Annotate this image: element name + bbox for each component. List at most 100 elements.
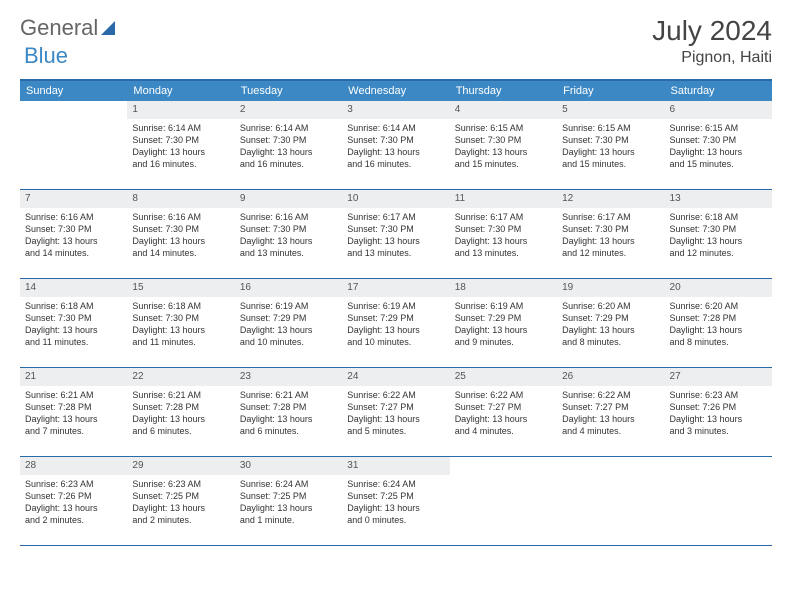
day-details: Sunrise: 6:17 AMSunset: 7:30 PMDaylight:… bbox=[450, 210, 557, 264]
daylight-line1: Daylight: 13 hours bbox=[670, 324, 767, 336]
sunrise-text: Sunrise: 6:20 AM bbox=[670, 300, 767, 312]
calendar-day: 22Sunrise: 6:21 AMSunset: 7:28 PMDayligh… bbox=[127, 368, 234, 456]
sunrise-text: Sunrise: 6:19 AM bbox=[347, 300, 444, 312]
calendar-day: 17Sunrise: 6:19 AMSunset: 7:29 PMDayligh… bbox=[342, 279, 449, 367]
daylight-line1: Daylight: 13 hours bbox=[25, 235, 122, 247]
calendar-day bbox=[557, 457, 664, 545]
day-number: 18 bbox=[450, 279, 557, 297]
sunrise-text: Sunrise: 6:17 AM bbox=[455, 211, 552, 223]
day-number: 2 bbox=[235, 101, 342, 119]
daylight-line1: Daylight: 13 hours bbox=[455, 413, 552, 425]
sunrise-text: Sunrise: 6:22 AM bbox=[455, 389, 552, 401]
calendar-day: 31Sunrise: 6:24 AMSunset: 7:25 PMDayligh… bbox=[342, 457, 449, 545]
daylight-line2: and 2 minutes. bbox=[25, 514, 122, 526]
daylight-line2: and 11 minutes. bbox=[132, 336, 229, 348]
title-block: July 2024 Pignon, Haiti bbox=[652, 15, 772, 67]
sunset-text: Sunset: 7:30 PM bbox=[132, 134, 229, 146]
sunset-text: Sunset: 7:25 PM bbox=[347, 490, 444, 502]
day-details: Sunrise: 6:24 AMSunset: 7:25 PMDaylight:… bbox=[235, 477, 342, 531]
day-details: Sunrise: 6:18 AMSunset: 7:30 PMDaylight:… bbox=[20, 299, 127, 353]
calendar-day: 16Sunrise: 6:19 AMSunset: 7:29 PMDayligh… bbox=[235, 279, 342, 367]
daylight-line2: and 4 minutes. bbox=[455, 425, 552, 437]
day-details: Sunrise: 6:18 AMSunset: 7:30 PMDaylight:… bbox=[665, 210, 772, 264]
day-header-wed: Wednesday bbox=[342, 81, 449, 101]
calendar-day bbox=[665, 457, 772, 545]
sunrise-text: Sunrise: 6:15 AM bbox=[562, 122, 659, 134]
calendar-day: 21 Sunrise: 6:21 AMSunset: 7:28 PMDayligh… bbox=[20, 368, 127, 456]
day-details: Sunrise: 6:14 AMSunset: 7:30 PMDaylight:… bbox=[235, 121, 342, 175]
day-details: Sunrise: 6:19 AMSunset: 7:29 PMDaylight:… bbox=[450, 299, 557, 353]
day-number: 13 bbox=[665, 190, 772, 208]
day-details: Sunrise: 6:22 AMSunset: 7:27 PMDaylight:… bbox=[342, 388, 449, 442]
daylight-line2: and 14 minutes. bbox=[132, 247, 229, 259]
day-number: 31 bbox=[342, 457, 449, 475]
calendar-day bbox=[450, 457, 557, 545]
day-number: 23 bbox=[235, 368, 342, 386]
sunrise-text: Sunrise: 6:23 AM bbox=[132, 478, 229, 490]
daylight-line2: and 15 minutes. bbox=[670, 158, 767, 170]
daylight-line1: Daylight: 13 hours bbox=[132, 235, 229, 247]
daylight-line1: Daylight: 13 hours bbox=[347, 413, 444, 425]
sunset-text: Sunset: 7:28 PM bbox=[670, 312, 767, 324]
daylight-line2: and 11 minutes. bbox=[25, 336, 122, 348]
calendar-day: 9Sunrise: 6:16 AMSunset: 7:30 PMDaylight… bbox=[235, 190, 342, 278]
sunrise-text: Sunrise: 6:16 AM bbox=[25, 211, 122, 223]
sunset-text: Sunset: 7:30 PM bbox=[455, 134, 552, 146]
daylight-line2: and 16 minutes. bbox=[132, 158, 229, 170]
day-header-tue: Tuesday bbox=[235, 81, 342, 101]
sunrise-text: Sunrise: 6:21 AM bbox=[132, 389, 229, 401]
day-number: 12 bbox=[557, 190, 664, 208]
brand-logo: General bbox=[20, 15, 115, 41]
sunset-text: Sunset: 7:29 PM bbox=[347, 312, 444, 324]
brand-triangle-icon bbox=[101, 21, 115, 35]
daylight-line1: Daylight: 13 hours bbox=[347, 502, 444, 514]
daylight-line2: and 8 minutes. bbox=[562, 336, 659, 348]
calendar-week: 7Sunrise: 6:16 AMSunset: 7:30 PMDaylight… bbox=[20, 190, 772, 279]
day-details: Sunrise: 6:21 AMSunset: 7:28 PMDaylight:… bbox=[235, 388, 342, 442]
daylight-line2: and 12 minutes. bbox=[670, 247, 767, 259]
daylight-line1: Daylight: 13 hours bbox=[562, 146, 659, 158]
calendar-day: 15 Sunrise: 6:18 AMSunset: 7:30 PMDayligh… bbox=[127, 279, 234, 367]
daylight-line2: and 16 minutes. bbox=[240, 158, 337, 170]
sunrise-text: Sunrise: 6:14 AM bbox=[347, 122, 444, 134]
daylight-line1: Daylight: 13 hours bbox=[455, 324, 552, 336]
day-number: 21 bbox=[20, 368, 127, 386]
sunset-text: Sunset: 7:30 PM bbox=[347, 134, 444, 146]
day-header-mon: Monday bbox=[127, 81, 234, 101]
daylight-line1: Daylight: 13 hours bbox=[670, 146, 767, 158]
day-details: Sunrise: 6:15 AMSunset: 7:30 PMDaylight:… bbox=[450, 121, 557, 175]
day-details: Sunrise: 6:18 AMSunset: 7:30 PMDaylight:… bbox=[127, 299, 234, 353]
day-number: 3 bbox=[342, 101, 449, 119]
sunset-text: Sunset: 7:30 PM bbox=[455, 223, 552, 235]
sunset-text: Sunset: 7:26 PM bbox=[25, 490, 122, 502]
day-number: 15 bbox=[127, 279, 234, 297]
calendar-day: 1Sunrise: 6:14 AMSunset: 7:30 PMDaylight… bbox=[127, 101, 234, 189]
day-number: 25 bbox=[450, 368, 557, 386]
daylight-line2: and 15 minutes. bbox=[562, 158, 659, 170]
sunrise-text: Sunrise: 6:22 AM bbox=[562, 389, 659, 401]
daylight-line1: Daylight: 13 hours bbox=[240, 502, 337, 514]
daylight-line2: and 12 minutes. bbox=[562, 247, 659, 259]
sunset-text: Sunset: 7:30 PM bbox=[132, 223, 229, 235]
calendar-day: 23 Sunrise: 6:21 AMSunset: 7:28 PMDayligh… bbox=[235, 368, 342, 456]
brand-part1: General bbox=[20, 15, 98, 41]
day-details: Sunrise: 6:15 AMSunset: 7:30 PMDaylight:… bbox=[665, 121, 772, 175]
calendar-day: 27Sunrise: 6:23 AMSunset: 7:26 PMDayligh… bbox=[665, 368, 772, 456]
day-details: Sunrise: 6:21 AMSunset: 7:28 PMDaylight:… bbox=[20, 388, 127, 442]
daylight-line1: Daylight: 13 hours bbox=[347, 235, 444, 247]
calendar-day: 12Sunrise: 6:17 AMSunset: 7:30 PMDayligh… bbox=[557, 190, 664, 278]
daylight-line2: and 13 minutes. bbox=[347, 247, 444, 259]
calendar-day: 13 Sunrise: 6:18 AMSunset: 7:30 PMDayligh… bbox=[665, 190, 772, 278]
day-number: 7 bbox=[20, 190, 127, 208]
sunset-text: Sunset: 7:27 PM bbox=[455, 401, 552, 413]
daylight-line2: and 3 minutes. bbox=[670, 425, 767, 437]
daylight-line1: Daylight: 13 hours bbox=[347, 146, 444, 158]
daylight-line2: and 15 minutes. bbox=[455, 158, 552, 170]
calendar-week: 28Sunrise: 6:23 AMSunset: 7:26 PMDayligh… bbox=[20, 457, 772, 546]
sunrise-text: Sunrise: 6:18 AM bbox=[132, 300, 229, 312]
day-header-thu: Thursday bbox=[450, 81, 557, 101]
sunrise-text: Sunrise: 6:14 AM bbox=[132, 122, 229, 134]
sunrise-text: Sunrise: 6:17 AM bbox=[347, 211, 444, 223]
location-label: Pignon, Haiti bbox=[652, 49, 772, 67]
day-details: Sunrise: 6:14 AMSunset: 7:30 PMDaylight:… bbox=[127, 121, 234, 175]
